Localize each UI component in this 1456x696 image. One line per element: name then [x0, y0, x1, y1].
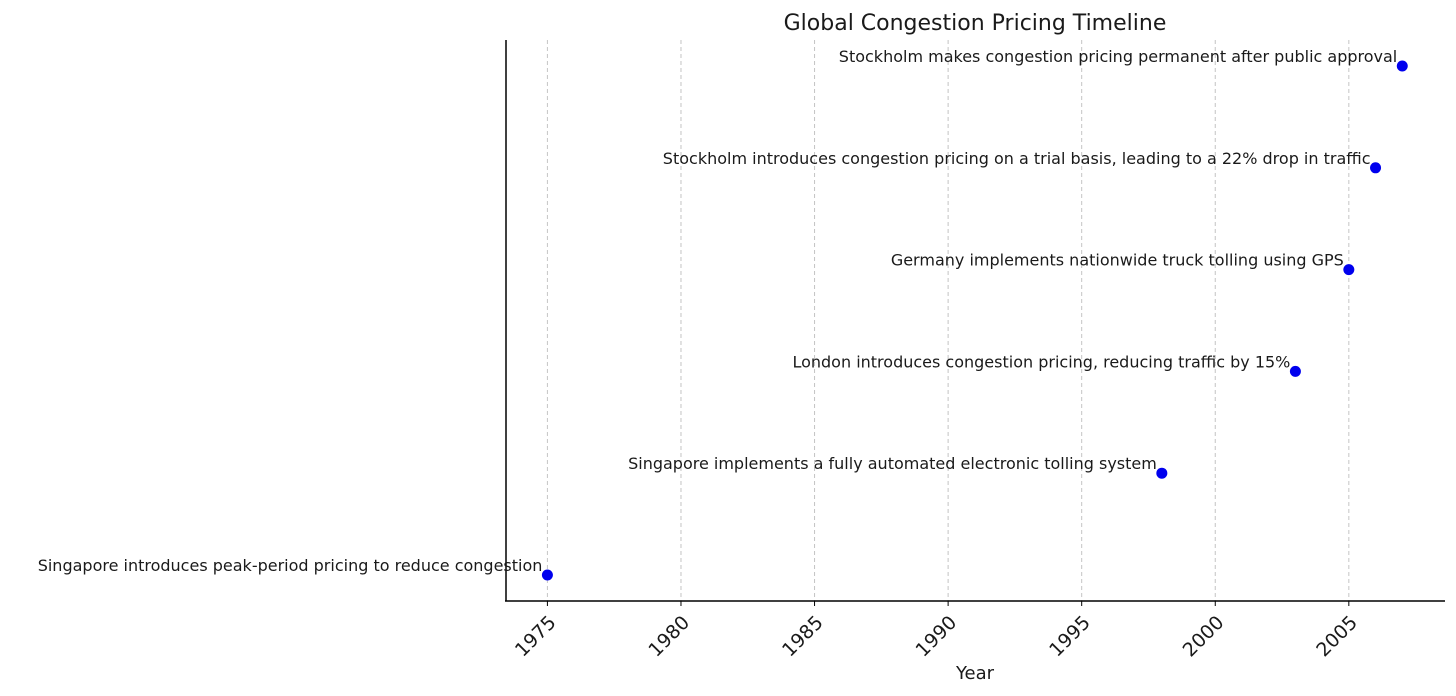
- event-label: London introduces congestion pricing, re…: [792, 352, 1290, 371]
- event-point-1975: [541, 569, 553, 581]
- x-tick-label: 2005: [1312, 612, 1362, 662]
- event-point-2006: [1370, 162, 1382, 174]
- x-tick-label: 1975: [511, 612, 561, 662]
- x-gridlines: [546, 40, 1350, 601]
- event-label: Stockholm makes congestion pricing perma…: [839, 47, 1397, 66]
- x-tick-label: 2000: [1179, 612, 1229, 662]
- x-tick-label: 1995: [1045, 612, 1095, 662]
- x-ticks: 1975 1980 1985 1990 1995 2000 2005: [511, 601, 1362, 661]
- x-axis-label: Year: [955, 663, 995, 684]
- chart-title: Global Congestion Pricing Timeline: [784, 11, 1167, 36]
- event-label: Stockholm introduces congestion pricing …: [663, 149, 1371, 168]
- event-point-2007: [1396, 60, 1408, 72]
- event-points: Singapore introduces peak-period pricing…: [38, 47, 1408, 581]
- x-tick-label: 1990: [912, 612, 962, 662]
- event-label: Singapore implements a fully automated e…: [628, 454, 1157, 473]
- event-point-1998: [1156, 467, 1168, 479]
- event-label: Singapore introduces peak-period pricing…: [38, 556, 543, 575]
- event-label: Germany implements nationwide truck toll…: [891, 251, 1344, 270]
- event-point-2005: [1343, 264, 1355, 276]
- x-tick-label: 1985: [778, 612, 828, 662]
- x-tick-label: 1980: [644, 612, 694, 662]
- event-point-2003: [1289, 365, 1301, 377]
